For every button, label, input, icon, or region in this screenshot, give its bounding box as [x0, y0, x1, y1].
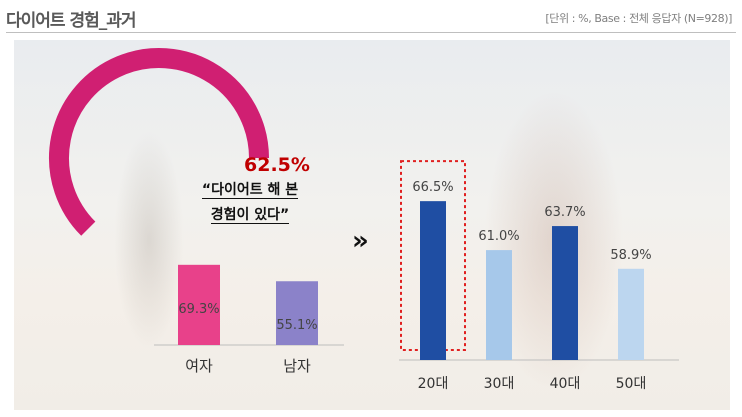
category-label-female: 여자: [185, 357, 213, 375]
bar-age-30s: [486, 250, 512, 360]
category-label-male: 남자: [283, 357, 311, 375]
bar-age-40s: [552, 226, 578, 360]
category-label-20s: 20대: [418, 376, 449, 392]
value-label-40s: 63.7%: [544, 205, 585, 220]
value-label-30s: 61.0%: [478, 229, 519, 244]
category-label-50s: 50대: [616, 376, 647, 392]
page-title: 다이어트 경험_과거: [6, 11, 137, 31]
value-label-20s: 66.5%: [412, 180, 453, 195]
category-label-40s: 40대: [550, 376, 581, 392]
chart-panel: 69.3% 55.1% 여자 남자 66.5% 61.0% 63.7% 58.9…: [14, 40, 730, 410]
base-note: [단위 : %, Base : 전체 응답자 (N=928)]: [545, 12, 732, 25]
category-label-30s: 30대: [484, 376, 515, 392]
runner-silhouette-left: [114, 130, 184, 350]
bar-male: [276, 281, 318, 345]
experience-quote: “다이어트 해 본 경험이 있다”: [170, 178, 330, 228]
bar-age-20s: [420, 201, 446, 360]
quote-line-2: 경험이 있다”: [210, 207, 290, 224]
chart-canvas: 69.3% 55.1% 여자 남자 66.5% 61.0% 63.7% 58.9…: [49, 48, 679, 392]
header-divider: [6, 32, 736, 33]
value-label-50s: 58.9%: [610, 248, 651, 263]
value-label-female: 69.3%: [178, 302, 219, 317]
value-label-male: 55.1%: [276, 318, 317, 333]
overall-value: 62.5%: [244, 154, 310, 176]
overall-ring-arc: [49, 48, 269, 236]
quote-line-1: “다이어트 해 본: [201, 182, 299, 199]
bar-age-50s: [618, 268, 644, 360]
double-chevron-icon: »: [352, 226, 369, 256]
bar-female: [178, 264, 220, 345]
